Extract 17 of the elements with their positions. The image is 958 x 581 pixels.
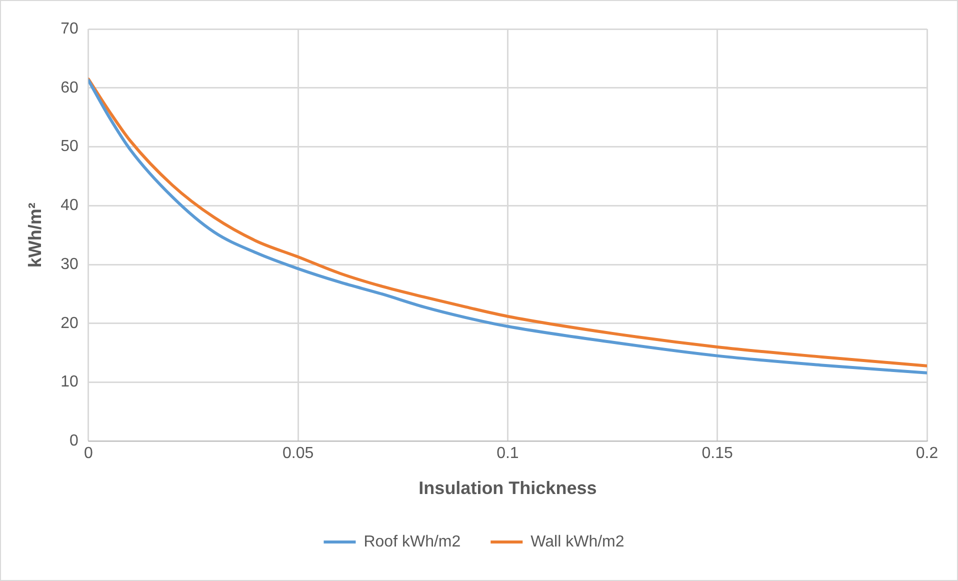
y-axis-title: kWh/m² <box>24 202 45 268</box>
y-tick-label: 30 <box>60 256 78 273</box>
y-tick-label: 0 <box>69 432 78 450</box>
x-tick-label: 0.1 <box>496 445 519 462</box>
y-tick-label: 50 <box>60 138 78 156</box>
y-tick-label: 60 <box>60 79 78 96</box>
y-tick-label: 10 <box>60 374 78 391</box>
legend-label: Roof kWh/m2 <box>364 533 461 550</box>
x-tick-label: 0.05 <box>282 445 314 462</box>
x-tick-label: 0.15 <box>702 445 734 462</box>
y-tick-label: 70 <box>60 20 78 38</box>
legend-label: Wall kWh/m2 <box>530 533 624 550</box>
x-axis-title: Insulation Thickness <box>418 478 597 498</box>
y-tick-label: 20 <box>60 314 78 332</box>
x-tick-label: 0.2 <box>916 445 938 462</box>
x-tick-label: 0 <box>84 445 93 462</box>
y-tick-label: 40 <box>60 197 78 214</box>
